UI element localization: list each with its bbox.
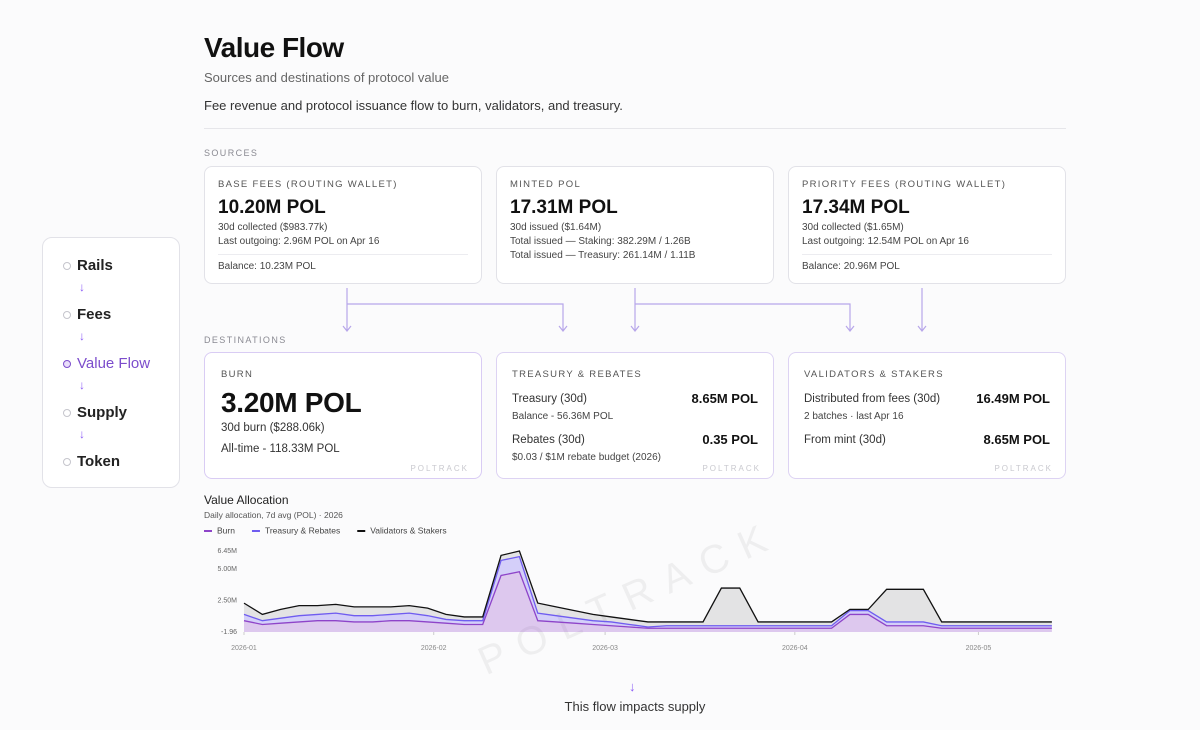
card-line: 30d issued ($1.64M) xyxy=(510,222,602,233)
nav-item: Token xyxy=(77,453,121,470)
nav-item: Supply xyxy=(77,404,128,421)
source-card: BASE FEES (ROUTING WALLET) 10.20M POL 30d … xyxy=(204,166,482,284)
series-line xyxy=(243,570,1052,629)
legend-label: Treasury & Rebates xyxy=(265,525,340,535)
card-divider xyxy=(802,254,1052,255)
chart-title: Value Allocation xyxy=(204,493,289,507)
section-label: SOURCES xyxy=(204,148,259,158)
y-tick-label: -1.96 xyxy=(221,629,237,636)
y-tick-label: 5.00M xyxy=(218,566,238,573)
watermark: POLTRACK xyxy=(994,464,1053,473)
nav-dot xyxy=(63,262,71,270)
nav-dot xyxy=(63,458,71,466)
card-label: PRIORITY FEES (ROUTING WALLET) xyxy=(802,179,1007,190)
nav-item: Rails xyxy=(77,257,113,274)
row-value: 8.65M POL xyxy=(691,391,758,406)
section-label: DESTINATIONS xyxy=(204,335,287,345)
x-tick-label: 2026-02 xyxy=(421,645,447,652)
burn-card: BURN 3.20M POL 30d burn ($288.06k) All-time… xyxy=(204,352,482,479)
nav-item: Value Flow xyxy=(77,355,151,372)
x-tick-label: 2026-04 xyxy=(782,645,808,652)
flow-arrow: ↓ xyxy=(629,679,636,694)
row-value: 16.49M POL xyxy=(976,391,1050,406)
destination-card: VALIDATORS & STAKERS Distributed from fee… xyxy=(788,352,1066,479)
y-tick-label: 6.45M xyxy=(218,548,238,555)
nav-arrow: ↓ xyxy=(79,329,85,343)
card-row: Rebates (30d) 0.35 POL xyxy=(512,432,758,448)
card-divider xyxy=(218,254,468,255)
card-row: Treasury (30d) 8.65M POL xyxy=(512,391,758,407)
row-name: From mint (30d) xyxy=(804,434,886,446)
row-value: 8.65M POL xyxy=(983,432,1050,447)
connectors xyxy=(342,288,927,332)
row-value: 0.35 POL xyxy=(702,432,758,447)
card-value: 3.20M POL xyxy=(221,387,362,418)
watermark: POLTRACK xyxy=(702,464,761,473)
nav-card: Rails ↓ Fees ↓ Value Flow ↓ Supply ↓ Token xyxy=(42,237,180,488)
row-note: Balance - 56.36M POL xyxy=(512,411,614,422)
page-subtitle: Sources and destinations of protocol val… xyxy=(204,70,449,85)
card-label: BURN xyxy=(221,369,254,380)
card-value: 10.20M POL xyxy=(218,197,326,218)
card-line: All-time - 118.33M POL xyxy=(221,443,340,455)
card-value: 17.34M POL xyxy=(802,197,910,218)
nav-dot xyxy=(63,360,71,368)
card-value: 17.31M POL xyxy=(510,197,618,218)
x-tick-label: 2026-03 xyxy=(592,645,618,652)
row-note: $0.03 / $1M rebate budget (2026) xyxy=(512,452,661,463)
destination-card: TREASURY & REBATES Treasury (30d) 8.65M PO… xyxy=(496,352,774,479)
nav-item: Fees xyxy=(77,306,112,323)
card-line: 30d burn ($288.06k) xyxy=(221,422,325,434)
card-label: TREASURY & REBATES xyxy=(512,369,643,380)
legend-label: Burn xyxy=(217,525,235,535)
footer-text: This flow impacts supply xyxy=(564,699,706,714)
card-row: From mint (30d) 8.65M POL xyxy=(804,432,1050,448)
card-label: VALIDATORS & STAKERS xyxy=(804,369,944,380)
area-fill xyxy=(244,571,1052,632)
card-line: Total issued — Treasury: 261.14M / 1.11B xyxy=(510,250,696,261)
connector-arrows xyxy=(342,325,927,332)
nav-arrow: ↓ xyxy=(79,378,85,392)
card-line: 30d collected ($983.77k) xyxy=(218,222,328,233)
card-balance: Balance: 20.96M POL xyxy=(802,261,900,272)
nav-arrow: ↓ xyxy=(79,280,85,294)
x-tick-label: 2026-05 xyxy=(966,645,992,652)
row-note: 2 batches · last Apr 16 xyxy=(804,411,904,422)
series-line xyxy=(243,550,1052,623)
row-name: Distributed from fees (30d) xyxy=(804,393,941,405)
card-label: BASE FEES (ROUTING WALLET) xyxy=(218,179,398,190)
chart-subtitle: Daily allocation, 7d avg (POL) · 2026 xyxy=(204,510,343,520)
card-line: Last outgoing: 12.54M POL on Apr 16 xyxy=(802,236,969,247)
card-row: Distributed from fees (30d) 16.49M POL xyxy=(804,391,1050,407)
source-card: PRIORITY FEES (ROUTING WALLET) 17.34M POL… xyxy=(788,166,1066,284)
x-tick-label: 2026-01 xyxy=(231,645,257,652)
card-line: 30d collected ($1.65M) xyxy=(802,222,904,233)
divider xyxy=(204,128,1066,129)
card-label: MINTED POL xyxy=(510,179,582,190)
source-card: MINTED POL 17.31M POL 30d issued ($1.64M) T… xyxy=(496,166,774,284)
watermark: POLTRACK xyxy=(410,464,469,473)
nav-dot xyxy=(63,409,71,417)
nav-dot xyxy=(63,311,71,319)
nav-arrow: ↓ xyxy=(79,427,85,441)
legend-label: Validators & Stakers xyxy=(370,525,446,535)
series-line xyxy=(243,555,1052,628)
card-line: Total issued — Staking: 382.29M / 1.26B xyxy=(510,236,691,247)
row-name: Rebates (30d) xyxy=(512,434,585,446)
page-description: Fee revenue and protocol issuance flow t… xyxy=(204,98,623,113)
card-balance: Balance: 10.23M POL xyxy=(218,261,316,272)
y-tick-label: 2.50M xyxy=(218,597,238,604)
row-name: Treasury (30d) xyxy=(512,393,587,405)
connector-lines xyxy=(346,288,923,330)
card-line: Last outgoing: 2.96M POL on Apr 16 xyxy=(218,236,380,247)
page-title: Value Flow xyxy=(204,32,344,63)
